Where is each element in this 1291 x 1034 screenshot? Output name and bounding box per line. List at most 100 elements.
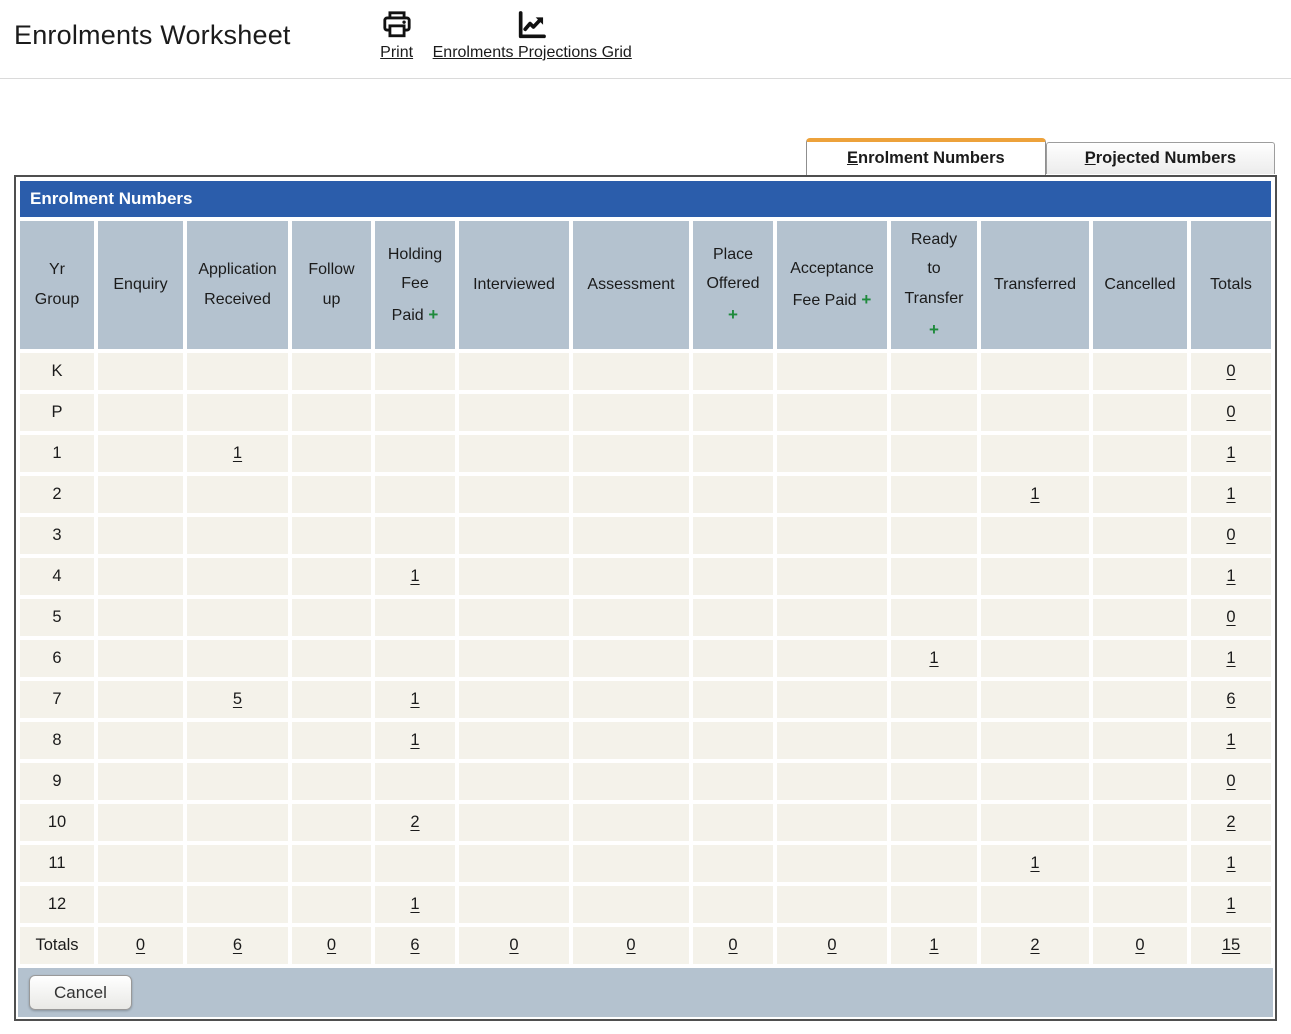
- cell: [693, 476, 773, 513]
- add-plus-icon[interactable]: +: [423, 304, 439, 324]
- table-row: 8 1 1: [20, 722, 1271, 759]
- table-row: 2 1 1: [20, 476, 1271, 513]
- cell-link[interactable]: 1: [1030, 485, 1040, 503]
- cell-link[interactable]: 6: [232, 936, 243, 954]
- cell-link[interactable]: 5: [232, 690, 243, 708]
- projections-grid-link[interactable]: Enrolments Projections Grid: [433, 8, 632, 62]
- print-label[interactable]: Print: [380, 44, 414, 61]
- row-label: 3: [20, 517, 94, 554]
- projections-grid-label[interactable]: Enrolments Projections Grid: [432, 44, 632, 61]
- cell-link[interactable]: 0: [1226, 772, 1236, 790]
- column-header-label: Application Received: [198, 261, 277, 308]
- cell-link[interactable]: 1: [1226, 485, 1236, 503]
- add-plus-icon[interactable]: +: [929, 319, 939, 339]
- cell: 1: [375, 722, 455, 759]
- column-header-label: Cancelled: [1104, 276, 1176, 294]
- cell-link[interactable]: 0: [1226, 362, 1236, 380]
- cancel-button[interactable]: Cancel: [29, 975, 132, 1010]
- cell-link[interactable]: 1: [1226, 444, 1236, 462]
- cell: [1093, 804, 1187, 841]
- table-row: 6 1 1: [20, 640, 1271, 677]
- cell: [693, 763, 773, 800]
- cell: [777, 681, 887, 718]
- cell-link[interactable]: 1: [929, 649, 939, 667]
- row-label: Totals: [20, 927, 94, 964]
- cell: [459, 681, 569, 718]
- cell: [981, 886, 1089, 923]
- column-header-label: Follow up: [308, 261, 355, 308]
- cell-link[interactable]: 0: [728, 936, 738, 954]
- cell-link[interactable]: 1: [1226, 567, 1236, 585]
- row-label: 12: [20, 886, 94, 923]
- row-label: 6: [20, 640, 94, 677]
- cell-link[interactable]: 0: [1135, 936, 1145, 954]
- cell: 0: [1191, 599, 1271, 636]
- column-header-label: Transferred: [993, 276, 1077, 294]
- cell-link[interactable]: 6: [410, 936, 420, 954]
- cell: [1093, 558, 1187, 595]
- add-plus-icon[interactable]: +: [728, 304, 738, 324]
- cell: 1: [187, 435, 288, 472]
- cell-link[interactable]: 1: [1226, 895, 1236, 913]
- cell-link[interactable]: 1: [1030, 854, 1040, 872]
- cell: 0: [459, 927, 569, 964]
- cell: [187, 476, 288, 513]
- cell-link[interactable]: 0: [626, 936, 636, 954]
- cell: [292, 353, 371, 390]
- cell: [891, 435, 977, 472]
- cell-link[interactable]: 1: [1226, 731, 1236, 749]
- print-link[interactable]: Print: [379, 8, 415, 62]
- cell-link[interactable]: 0: [135, 936, 146, 954]
- cell: 5: [187, 681, 288, 718]
- cell-link[interactable]: 1: [1226, 854, 1236, 872]
- cell-link[interactable]: 1: [410, 567, 420, 585]
- cell-link[interactable]: 1: [1226, 649, 1236, 667]
- projections-chart-icon[interactable]: [515, 8, 549, 42]
- cell: 1: [1191, 476, 1271, 513]
- print-icon[interactable]: [379, 8, 415, 42]
- cell-link[interactable]: 0: [827, 936, 837, 954]
- cell-link[interactable]: 1: [410, 731, 420, 749]
- cell: [693, 599, 773, 636]
- cell-link[interactable]: 2: [1226, 813, 1236, 831]
- cell: [573, 845, 689, 882]
- cell: [292, 435, 371, 472]
- cell: [459, 845, 569, 882]
- cell: 1: [981, 845, 1089, 882]
- cell: [1093, 517, 1187, 554]
- cell-link[interactable]: 0: [1226, 403, 1236, 421]
- cell-link[interactable]: 15: [1221, 936, 1241, 954]
- cell-link[interactable]: 1: [232, 444, 243, 462]
- enrolment-numbers-panel: Enrolment Numbers Yr Group Enquiry Applica…: [14, 175, 1277, 1021]
- cell-link[interactable]: 6: [1226, 690, 1236, 708]
- cell-link[interactable]: 0: [1226, 526, 1236, 544]
- cell-link[interactable]: 0: [509, 936, 519, 954]
- cell: [1093, 476, 1187, 513]
- cell: 6: [375, 927, 455, 964]
- cell: [693, 558, 773, 595]
- cell: 6: [187, 927, 288, 964]
- cell: 0: [573, 927, 689, 964]
- cell: [459, 476, 569, 513]
- table-row: 4 1 1: [20, 558, 1271, 595]
- cell-link[interactable]: 0: [326, 936, 337, 954]
- cell: [292, 476, 371, 513]
- cell: [1093, 845, 1187, 882]
- cell: [98, 640, 183, 677]
- cell-link[interactable]: 1: [929, 936, 939, 954]
- add-plus-icon[interactable]: +: [856, 290, 872, 309]
- cell-link[interactable]: 1: [410, 690, 420, 708]
- cell: [777, 722, 887, 759]
- cell: [375, 763, 455, 800]
- cell-link[interactable]: 0: [1226, 608, 1236, 626]
- row-label: 10: [20, 804, 94, 841]
- cell-link[interactable]: 2: [410, 813, 420, 831]
- cell-link[interactable]: 1: [410, 895, 420, 913]
- tab-label: rojected Numbers: [1095, 149, 1236, 167]
- cell-link[interactable]: 2: [1030, 936, 1040, 954]
